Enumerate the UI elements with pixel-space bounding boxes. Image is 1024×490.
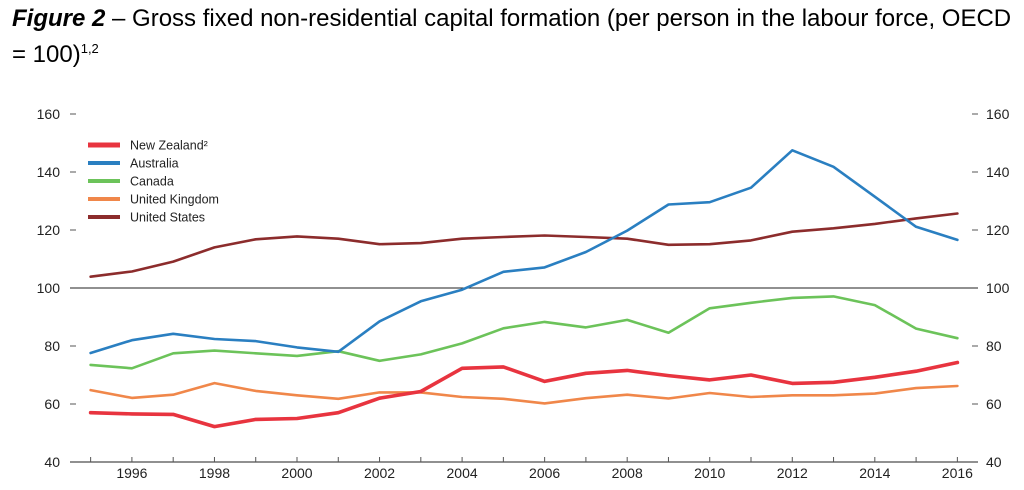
legend-label: United States bbox=[130, 211, 205, 225]
y-tick-label-right: 160 bbox=[986, 106, 1010, 122]
x-tick-label: 2004 bbox=[447, 465, 478, 481]
legend-label: New Zealand² bbox=[130, 139, 208, 153]
y-tick-label-right: 140 bbox=[986, 164, 1010, 180]
legend-label: Canada bbox=[130, 175, 174, 189]
line-chart: 40 40 60 60 80 80 100 100 120 120 140 140 160 160 1996… bbox=[0, 0, 1024, 490]
x-tick-label: 2002 bbox=[364, 465, 395, 481]
x-tick-label: 1998 bbox=[199, 465, 230, 481]
y-tick-label-left: 60 bbox=[44, 396, 60, 412]
x-tick-label: 2006 bbox=[529, 465, 560, 481]
legend-label: United Kingdom bbox=[130, 193, 219, 207]
y-tick-label-right: 40 bbox=[986, 454, 1002, 470]
y-tick-label-right: 120 bbox=[986, 222, 1010, 238]
x-tick-label: 2014 bbox=[859, 465, 890, 481]
y-tick-label-left: 40 bbox=[44, 454, 60, 470]
y-tick-label-left: 120 bbox=[37, 222, 61, 238]
legend-label: Australia bbox=[130, 157, 179, 171]
y-tick-label-right: 100 bbox=[986, 280, 1010, 296]
x-tick-label: 1996 bbox=[116, 465, 147, 481]
x-tick-label: 2000 bbox=[281, 465, 312, 481]
x-tick-label: 2012 bbox=[777, 465, 808, 481]
series-line-united-kingdom bbox=[91, 383, 958, 403]
y-tick-label-right: 80 bbox=[986, 338, 1002, 354]
y-tick-label-left: 100 bbox=[37, 280, 61, 296]
y-tick-label-left: 80 bbox=[44, 338, 60, 354]
x-tick-label: 2010 bbox=[694, 465, 725, 481]
series-line-united-states bbox=[91, 214, 958, 277]
series-line-australia bbox=[91, 150, 958, 353]
x-tick-label: 2016 bbox=[942, 465, 973, 481]
y-tick-label-right: 60 bbox=[986, 396, 1002, 412]
y-tick-label-left: 160 bbox=[37, 106, 61, 122]
series-line-canada bbox=[91, 296, 958, 368]
x-tick-label: 2008 bbox=[612, 465, 643, 481]
y-tick-label-left: 140 bbox=[37, 164, 61, 180]
